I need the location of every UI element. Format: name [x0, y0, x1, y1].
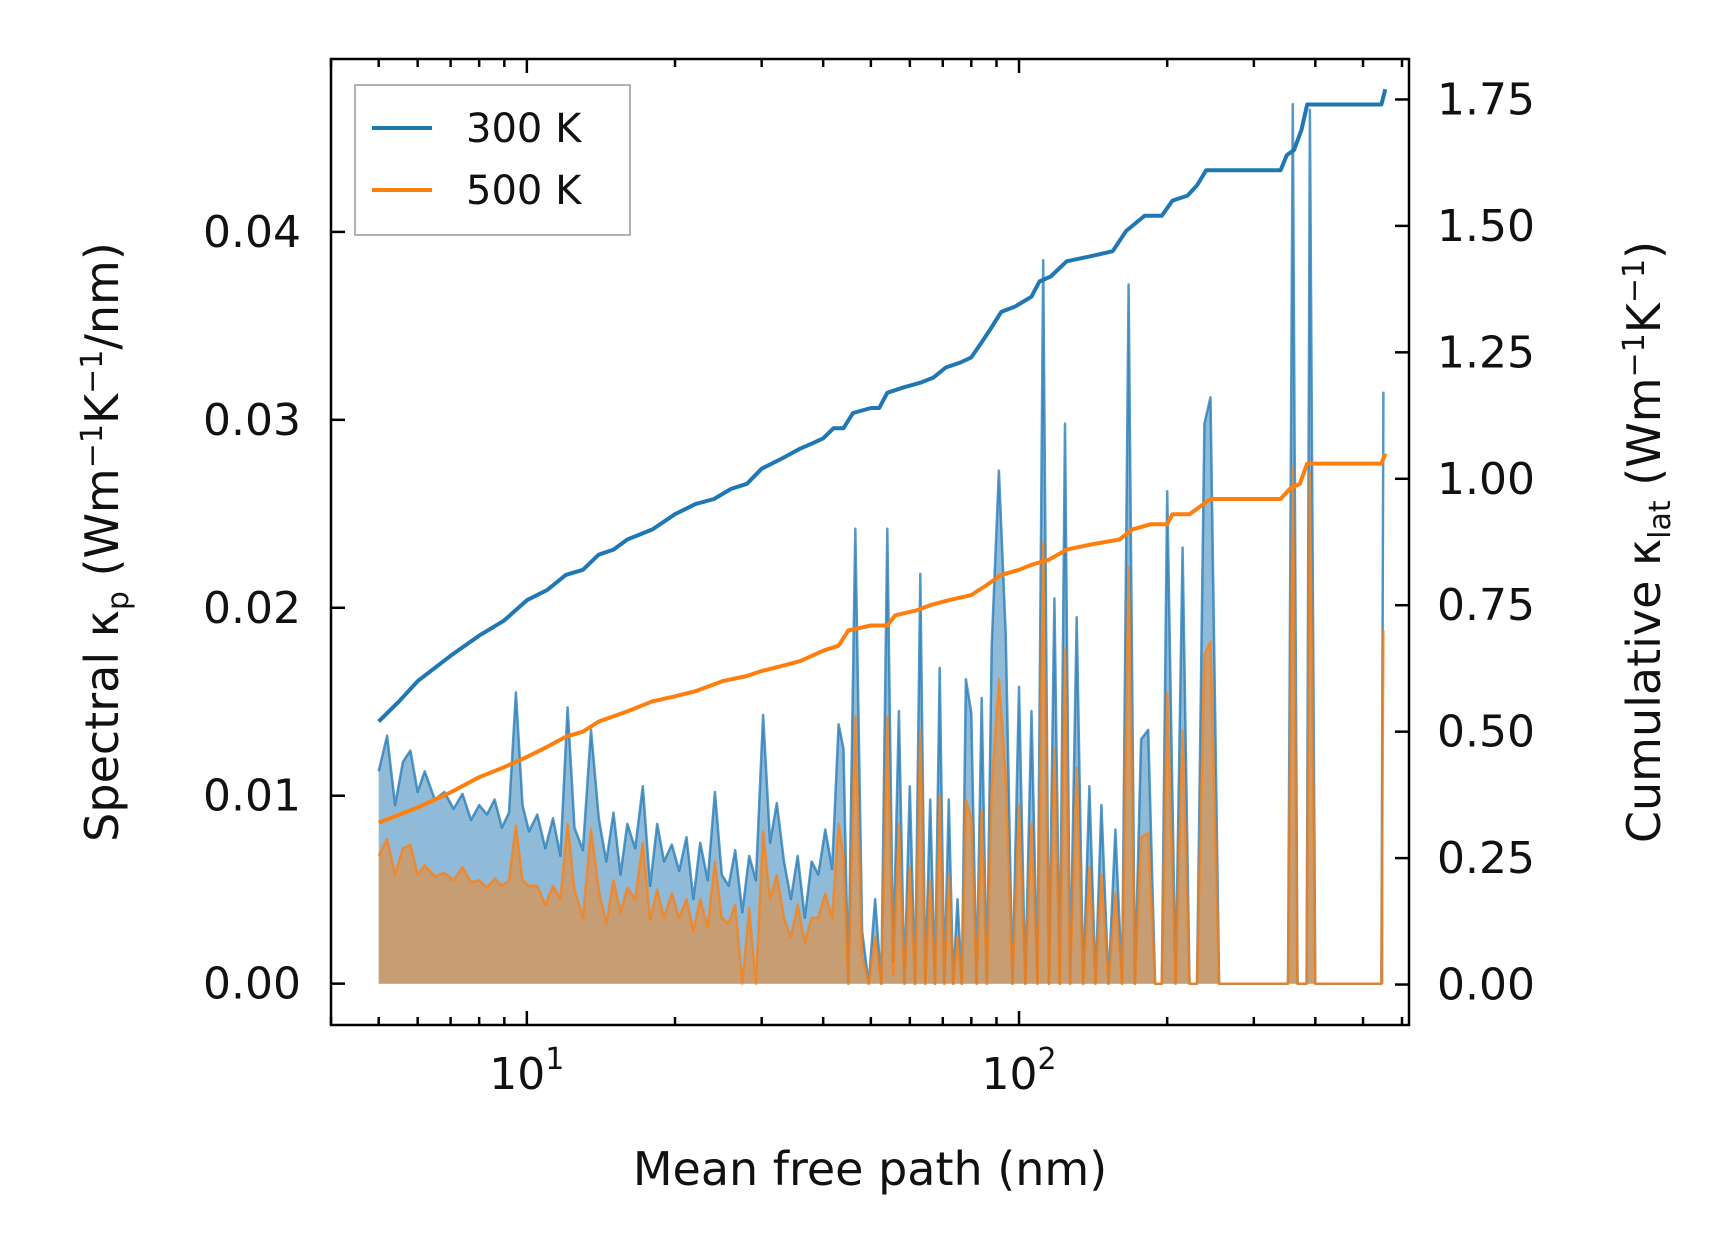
- cumulative-line-500k: [377, 452, 1388, 825]
- y-axis-right-title: Cumulative κlat (Wm−1K−1): [1617, 241, 1678, 843]
- y-left-tick-label: 0.04: [203, 207, 301, 258]
- y-left-title-prefix: Spectral κ: [75, 610, 129, 842]
- spectral-line-500k: [377, 465, 1385, 985]
- y-right-tick-label: 0.75: [1437, 580, 1535, 631]
- y-left-title-unit-close: /nm): [75, 242, 129, 349]
- y-left-tick-label: 0.02: [203, 583, 301, 634]
- legend-box: [354, 84, 631, 236]
- legend-label-300k: 300 K: [466, 106, 583, 152]
- y-left-title-sub: p: [101, 591, 136, 610]
- axis-ticks: 101 102 0.00 0.01 0.02 0.03 0.04 0.00 0.25 0.50 0.…: [203, 59, 1535, 1100]
- y-left-tick-label: 0.00: [203, 959, 301, 1010]
- y-left-title-exp1: −1: [75, 424, 110, 468]
- cumulative-line-300k: [377, 88, 1388, 723]
- y-left-title-unit-open: (Wm: [75, 468, 129, 591]
- legend-label-500k: 500 K: [466, 168, 583, 214]
- plot-frame: [329, 57, 1411, 1027]
- spectral-line-300k: [377, 102, 1385, 985]
- y-right-title-unit-close: ): [1617, 241, 1671, 259]
- y-right-title-unit-open: (Wm: [1617, 377, 1671, 500]
- y-left-title-unit-mid: K: [75, 392, 129, 424]
- y-right-title-exp1: −1: [1617, 333, 1652, 377]
- y-right-tick-label: 1.75: [1437, 74, 1535, 125]
- legend: 300 K 500 K: [354, 84, 631, 236]
- y-left-tick-label: 0.03: [203, 395, 301, 446]
- y-right-title-exp2: −1: [1617, 259, 1652, 303]
- y-axis-left-title: Spectral κp (Wm−1K−1/nm): [75, 242, 136, 842]
- y-right-tick-label: 0.25: [1437, 833, 1535, 884]
- y-right-tick-label: 0.00: [1437, 960, 1535, 1011]
- y-left-title-exp2: −1: [75, 350, 110, 394]
- y-right-title-sub: lat: [1643, 500, 1678, 539]
- y-right-tick-label: 1.25: [1437, 327, 1535, 378]
- x-tick-label: 101: [489, 1042, 564, 1100]
- y-right-tick-label: 1.00: [1437, 454, 1535, 505]
- spectral-fills: [377, 102, 1385, 985]
- y-right-tick-label: 0.50: [1437, 707, 1535, 758]
- y-right-title-prefix: Cumulative κ: [1617, 539, 1671, 843]
- data-lines: [377, 88, 1388, 825]
- y-right-tick-label: 1.50: [1437, 201, 1535, 252]
- x-axis-title: Mean free path (nm): [633, 1142, 1107, 1196]
- y-left-tick-label: 0.01: [203, 771, 301, 822]
- y-right-title-unit-mid: K: [1617, 301, 1671, 333]
- x-tick-label: 102: [981, 1042, 1056, 1100]
